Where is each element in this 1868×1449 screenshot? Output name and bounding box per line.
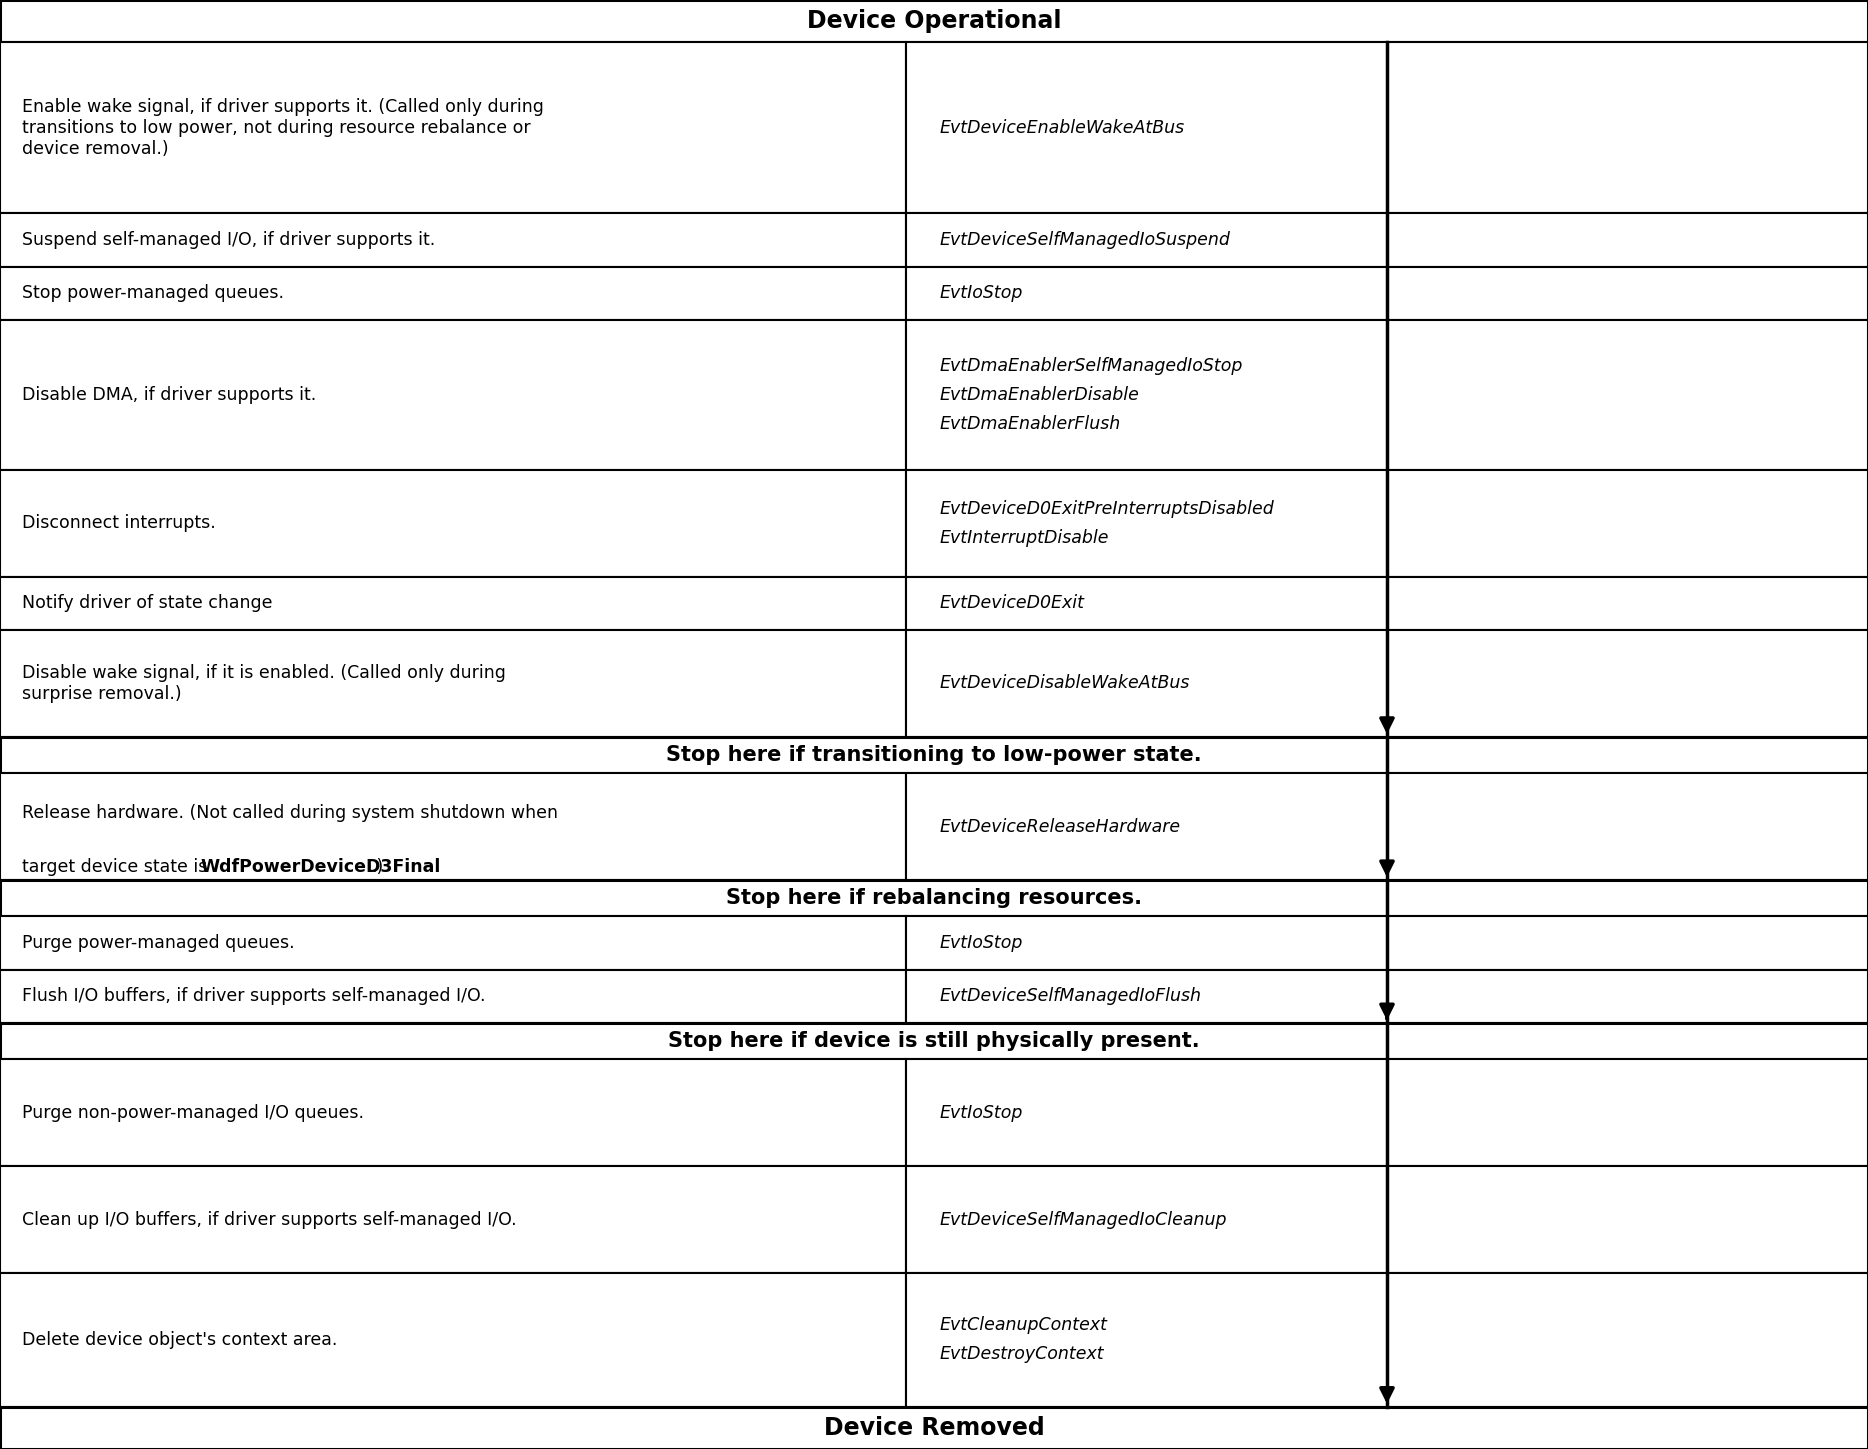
Bar	[0, 774, 906, 880]
Bar	[906, 1274, 1868, 1407]
Text: Suspend self-managed I/O, if driver supports it.: Suspend self-managed I/O, if driver supp…	[22, 230, 435, 249]
Text: Stop here if rebalancing resources.: Stop here if rebalancing resources.	[727, 888, 1141, 909]
Bar	[906, 469, 1868, 577]
Text: Disable wake signal, if it is enabled. (Called only during
surprise removal.): Disable wake signal, if it is enabled. (…	[22, 664, 506, 703]
Bar	[906, 774, 1868, 880]
Bar	[0, 267, 906, 320]
Bar	[0, 969, 906, 1023]
Bar	[0, 1059, 906, 1166]
Bar	[0, 1023, 1868, 1059]
Bar	[0, 880, 1868, 916]
Bar	[906, 267, 1868, 320]
Bar	[0, 1166, 906, 1274]
Bar	[906, 1166, 1868, 1274]
Bar	[0, 0, 1868, 42]
Text: Disconnect interrupts.: Disconnect interrupts.	[22, 514, 217, 532]
Text: Clean up I/O buffers, if driver supports self-managed I/O.: Clean up I/O buffers, if driver supports…	[22, 1211, 517, 1229]
Text: EvtDmaEnablerSelfManagedIoStop
EvtDmaEnablerDisable
EvtDmaEnablerFlush: EvtDmaEnablerSelfManagedIoStop EvtDmaEna…	[940, 356, 1242, 433]
Text: Flush I/O buffers, if driver supports self-managed I/O.: Flush I/O buffers, if driver supports se…	[22, 987, 486, 1006]
Bar	[906, 320, 1868, 469]
Text: EvtDeviceDisableWakeAtBus: EvtDeviceDisableWakeAtBus	[940, 674, 1190, 693]
Bar	[0, 630, 906, 738]
Text: Device Operational: Device Operational	[807, 9, 1061, 33]
Text: EvtCleanupContext
EvtDestroyContext: EvtCleanupContext EvtDestroyContext	[940, 1316, 1108, 1364]
Bar	[906, 916, 1868, 969]
Text: EvtIoStop: EvtIoStop	[940, 935, 1024, 952]
Bar	[0, 577, 906, 630]
Bar	[0, 1407, 1868, 1449]
Text: Disable DMA, if driver supports it.: Disable DMA, if driver supports it.	[22, 385, 318, 404]
Bar	[906, 42, 1868, 213]
Text: target device state is: target device state is	[22, 858, 213, 875]
Text: EvtDeviceSelfManagedIoFlush: EvtDeviceSelfManagedIoFlush	[940, 987, 1201, 1006]
Text: Release hardware. (Not called during system shutdown when: Release hardware. (Not called during sys…	[22, 804, 559, 822]
Text: Stop here if device is still physically present.: Stop here if device is still physically …	[669, 1032, 1199, 1052]
Bar	[906, 1059, 1868, 1166]
Bar	[906, 969, 1868, 1023]
Bar	[0, 916, 906, 969]
Bar	[0, 320, 906, 469]
Text: EvtDeviceReleaseHardware: EvtDeviceReleaseHardware	[940, 817, 1181, 836]
Text: Notify driver of state change: Notify driver of state change	[22, 594, 273, 613]
Text: EvtIoStop: EvtIoStop	[940, 284, 1024, 303]
Text: Stop here if transitioning to low-power state.: Stop here if transitioning to low-power …	[667, 745, 1201, 765]
Bar	[906, 577, 1868, 630]
Text: EvtDeviceD0ExitPreInterruptsDisabled
EvtInterruptDisable: EvtDeviceD0ExitPreInterruptsDisabled Evt…	[940, 500, 1274, 546]
Text: EvtDeviceEnableWakeAtBus: EvtDeviceEnableWakeAtBus	[940, 119, 1184, 136]
Text: Stop power-managed queues.: Stop power-managed queues.	[22, 284, 284, 303]
Text: Device Removed: Device Removed	[824, 1416, 1044, 1440]
Text: EvtIoStop: EvtIoStop	[940, 1104, 1024, 1122]
Text: EvtDeviceSelfManagedIoSuspend: EvtDeviceSelfManagedIoSuspend	[940, 230, 1231, 249]
Text: WdfPowerDeviceD3Final: WdfPowerDeviceD3Final	[200, 858, 441, 875]
Bar	[0, 213, 906, 267]
Bar	[0, 42, 906, 213]
Bar	[906, 630, 1868, 738]
Bar	[906, 213, 1868, 267]
Text: Delete device object's context area.: Delete device object's context area.	[22, 1330, 338, 1349]
Text: Purge non-power-managed I/O queues.: Purge non-power-managed I/O queues.	[22, 1104, 364, 1122]
Text: .): .)	[372, 858, 383, 875]
Text: EvtDeviceD0Exit: EvtDeviceD0Exit	[940, 594, 1085, 613]
Text: Purge power-managed queues.: Purge power-managed queues.	[22, 935, 295, 952]
Text: EvtDeviceSelfManagedIoCleanup: EvtDeviceSelfManagedIoCleanup	[940, 1211, 1227, 1229]
Text: Enable wake signal, if driver supports it. (Called only during
transitions to lo: Enable wake signal, if driver supports i…	[22, 99, 544, 158]
Bar	[0, 738, 1868, 774]
Bar	[0, 469, 906, 577]
Bar	[0, 1274, 906, 1407]
